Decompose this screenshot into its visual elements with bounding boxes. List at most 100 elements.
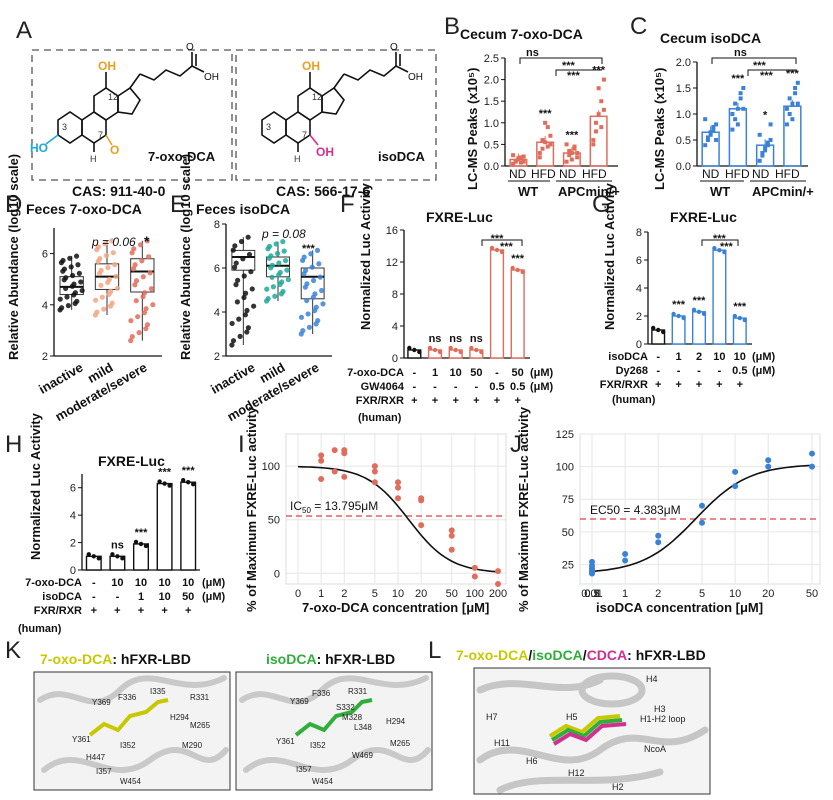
chart-c-point-2-4 bbox=[738, 96, 743, 101]
chart-j-ytick-label-3: 100 bbox=[556, 462, 574, 474]
chart-c-point-3-5 bbox=[768, 138, 773, 142]
chart-b-bracket-line-1 bbox=[519, 57, 603, 64]
chart-e-point-1-3 bbox=[230, 247, 236, 253]
chart-j-point-12 bbox=[655, 532, 662, 539]
chart-e-point-3-13 bbox=[306, 324, 313, 330]
chart-e-point-1-14 bbox=[249, 286, 255, 292]
chart-d-point-1-20 bbox=[59, 305, 65, 311]
chart-e-point-3-22 bbox=[301, 254, 307, 260]
chart-d-point-3-10 bbox=[146, 254, 152, 260]
chart-c-point-2-10 bbox=[741, 106, 746, 111]
chart-g-bracket-line bbox=[701, 239, 739, 246]
chart-f-row-2-cell-3: - bbox=[454, 381, 458, 393]
chart-b-cat-3: ND bbox=[559, 167, 577, 181]
chart-d-point-3-5 bbox=[130, 266, 137, 272]
panel-l-label-5: H7 bbox=[486, 712, 498, 722]
chart-j-xlabel: isoDCA concentration [μM] bbox=[596, 600, 763, 615]
chart-d-point-3-6 bbox=[143, 326, 149, 332]
chart-g-row-3-cell-5: + bbox=[737, 379, 743, 391]
chart-e-point-1-4 bbox=[242, 312, 248, 318]
chart-i-point-2 bbox=[318, 457, 325, 464]
chart-h-point-1-3 bbox=[96, 556, 102, 561]
chart-c-point-2-6 bbox=[730, 112, 735, 116]
chart-f-ytick-label-2: 8 bbox=[392, 289, 398, 301]
chart-c-point-4-5 bbox=[795, 80, 800, 85]
chart-i-xtick-label-7: 100 bbox=[466, 588, 484, 600]
chart-e-point-2-23 bbox=[279, 279, 285, 285]
chart-c-cat-1: ND bbox=[702, 167, 720, 181]
chart-f-point-6-3 bbox=[520, 269, 525, 275]
panel-l-label-6: H11 bbox=[494, 738, 510, 748]
chart-f-point-6-1 bbox=[510, 265, 515, 271]
chart-h-row-label-1: 7-oxo-DCA bbox=[25, 577, 82, 589]
panel-l-label-7: H6 bbox=[526, 756, 538, 766]
chart-h-point-1-1 bbox=[86, 552, 92, 557]
chart-h-row-unit-1: (μM) bbox=[202, 577, 226, 589]
chart-i-point-10 bbox=[371, 463, 378, 470]
chart-f-row-3-cell-2: + bbox=[432, 395, 438, 407]
chart-g-bar-4 bbox=[712, 249, 727, 345]
chart-b-point-4-4 bbox=[599, 99, 604, 104]
chart-j-ylabel: % of Maximum FXRE-Luc activity bbox=[516, 406, 531, 612]
mol1-c3: 3 bbox=[62, 122, 67, 132]
chart-h-bar-5 bbox=[180, 481, 197, 571]
chart-f-row-2-cell-2: - bbox=[433, 381, 437, 393]
chart-d-point-1-14 bbox=[78, 279, 84, 285]
chart-d-cat-1: inactive bbox=[36, 360, 85, 397]
chart-b-point-1-10 bbox=[521, 154, 526, 159]
chart-d-point-1-9 bbox=[63, 285, 69, 292]
chart-g-row-1-cell-2: 1 bbox=[676, 351, 682, 363]
panel-k-ligand-2: isoDCA bbox=[266, 651, 317, 667]
chart-i: % of Maximum FXRE-Luc activity 0 50 100 0 1 2… bbox=[244, 406, 507, 615]
chart-i-point-20 bbox=[448, 546, 455, 553]
chart-e-point-1-22 bbox=[232, 243, 238, 249]
chart-g-row-3-cell-4: + bbox=[716, 379, 722, 391]
chart-b-cat-4: HFD bbox=[582, 167, 607, 181]
chart-e-point-2-14 bbox=[284, 267, 290, 273]
chart-e-pvalue: p = 0.08 bbox=[261, 227, 306, 241]
panel-k-title-rest-2: : hFXR-LBD bbox=[317, 651, 396, 667]
chart-c-point-4-9 bbox=[793, 86, 798, 90]
chart-e-ylabel: Relative Abundance (log10 scale) bbox=[178, 154, 193, 360]
chart-g-point-1-3 bbox=[661, 329, 666, 335]
chart-h-sig-5: *** bbox=[182, 465, 196, 477]
chart-e-cat-1: inactive bbox=[208, 360, 257, 397]
chart-e-point-1-2 bbox=[241, 294, 247, 301]
chart-b-point-2-1 bbox=[537, 155, 542, 160]
chart-b-sig-4: *** bbox=[592, 65, 606, 77]
chart-i-point-5 bbox=[331, 447, 338, 454]
chart-h-row-2-cell-2: - bbox=[116, 591, 120, 603]
chart-j-xtick-label-7: 10 bbox=[729, 588, 741, 600]
chart-f-row-3-cell-5: + bbox=[494, 395, 500, 407]
chart-d-point-3-1 bbox=[128, 338, 134, 344]
chart-b-point-2-7 bbox=[540, 138, 545, 143]
chart-c-group-2: APCmin/+ bbox=[752, 184, 814, 199]
panel-l-ribbons bbox=[476, 672, 709, 794]
chart-j-xtick-label-1: 0.1 bbox=[584, 588, 599, 600]
chart-j-xtick-label-3: 0.5 bbox=[584, 588, 599, 600]
chart-g-point-2-3 bbox=[681, 315, 686, 321]
mol1-frame bbox=[31, 49, 233, 181]
chart-d-point-2-14 bbox=[113, 273, 119, 280]
chart-c-point-1-7 bbox=[705, 135, 710, 140]
chart-g-bar-3 bbox=[691, 311, 707, 345]
chart-b-cat-1: ND bbox=[509, 167, 527, 181]
chart-e-point-3-19 bbox=[310, 277, 317, 284]
chart-c-point-1-9 bbox=[711, 125, 716, 129]
chart-d-point-1-25 bbox=[74, 298, 80, 304]
chart-c-bracket-line-2 bbox=[747, 69, 796, 76]
panel-l-sep-2: / bbox=[583, 647, 587, 663]
chart-g-point-4-3 bbox=[722, 250, 727, 255]
chart-c-point-2-8 bbox=[735, 122, 740, 127]
chart-e-ytick-label-2: 6 bbox=[214, 263, 220, 275]
panel-k-residue-right-3: Y369 bbox=[290, 697, 309, 706]
chart-f-sig-2: ns bbox=[429, 333, 442, 345]
chart-i-point-4 bbox=[331, 468, 338, 475]
mol2-frame bbox=[235, 49, 437, 181]
mol2-name: isoDCA bbox=[378, 149, 426, 164]
panel-k-residue-right-11: W469 bbox=[352, 751, 373, 760]
chart-c-point-3-4 bbox=[765, 143, 770, 148]
chart-g-point-3-3 bbox=[701, 311, 707, 316]
chart-d-point-2-16 bbox=[114, 285, 121, 291]
chart-i-xtick-label-1: 1 bbox=[318, 588, 324, 600]
